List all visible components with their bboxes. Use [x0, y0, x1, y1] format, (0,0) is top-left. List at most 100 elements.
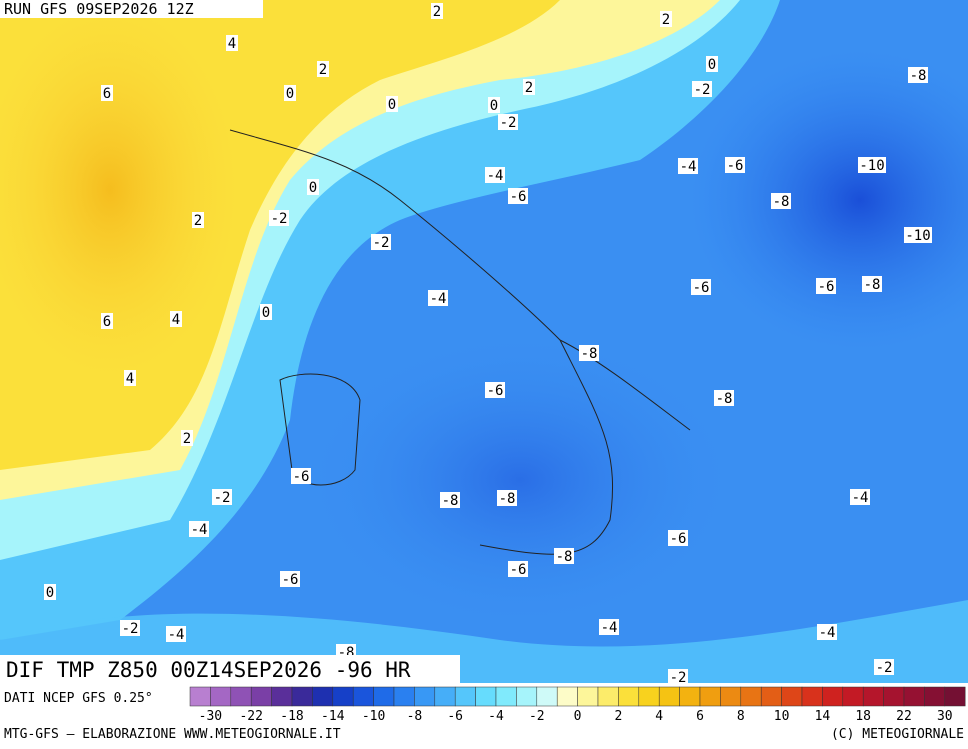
contour-label: -10	[905, 228, 930, 244]
contour-label-box	[485, 382, 505, 398]
contour-label: 0	[490, 98, 498, 114]
colorbar-swatch	[454, 686, 476, 707]
field-label: DIF TMP Z850 00Z14SEP2026 -96 HR	[6, 658, 411, 682]
colorbar-swatch	[801, 686, 823, 707]
colorbar-swatch	[903, 686, 925, 707]
colorbar-swatch	[250, 686, 272, 707]
contour-label: -2	[122, 621, 139, 637]
contour-label: -6	[293, 469, 310, 485]
colorbar-tick-label: 6	[696, 709, 704, 724]
contour-label: 0	[286, 86, 294, 102]
colorbar-swatch	[332, 686, 354, 707]
contour-label-box	[554, 548, 574, 564]
colorbar-swatch	[393, 686, 415, 707]
contour-label: 2	[194, 213, 202, 229]
colorbar-swatch	[944, 686, 966, 707]
colorbar-swatch	[352, 686, 374, 707]
contour-label-box	[908, 67, 928, 83]
colorbar-swatch	[679, 686, 701, 707]
contour-label-box	[226, 35, 238, 51]
run-label: RUN GFS 09SEP2026 12Z	[4, 0, 194, 18]
contour-label: -6	[727, 158, 744, 174]
contour-label: -8	[910, 68, 927, 84]
colorbar-tick-label: 4	[655, 709, 663, 724]
contour-label-box	[498, 114, 518, 130]
contour-label-box	[816, 278, 836, 294]
contour-label-box	[386, 96, 398, 112]
contour-label: -8	[773, 194, 790, 210]
colorbar-tick-label: -2	[529, 709, 545, 724]
contour-label: 4	[126, 371, 134, 387]
contour-label: -4	[168, 627, 185, 643]
contour-label-box	[120, 620, 140, 636]
contour-label: 0	[309, 180, 317, 196]
colorbar-tick-label: 10	[774, 709, 790, 724]
contour-label: -8	[499, 491, 516, 507]
colorbar-swatch	[699, 686, 721, 707]
colorbar-swatch	[536, 686, 558, 707]
contour-label-box	[771, 193, 791, 209]
contour-label-box	[260, 304, 272, 320]
colorbar-swatch	[230, 686, 252, 707]
contour-label: -6	[282, 572, 299, 588]
contour-label-box	[307, 179, 319, 195]
contour-label: -8	[556, 549, 573, 565]
contour-label: -6	[670, 531, 687, 547]
colorbar-tick-label: -22	[239, 709, 262, 724]
colorbar-swatch	[740, 686, 762, 707]
contour-label: 0	[708, 57, 716, 73]
contour-label-box	[189, 521, 209, 537]
contour-label-box	[508, 561, 528, 577]
copyright-label: (C) METEOGIORNALE	[831, 727, 964, 742]
contour-label-box	[599, 619, 619, 635]
contour-label-box	[101, 85, 113, 101]
colorbar-swatch	[210, 686, 232, 707]
contour-label-box	[291, 468, 311, 484]
colorbar-swatch	[475, 686, 497, 707]
contour-label-box	[850, 489, 870, 505]
contour-label-box	[904, 227, 932, 243]
colorbar-tick-label: 22	[896, 709, 912, 724]
contour-label-box	[817, 624, 837, 640]
colorbar-tick-label: -30	[199, 709, 222, 724]
contour-label: 0	[262, 305, 270, 321]
colorbar-swatch	[822, 686, 844, 707]
contour-label-box	[508, 188, 528, 204]
contour-label: -4	[430, 291, 447, 307]
colorbar-swatch	[434, 686, 456, 707]
colorbar-tick-label: -10	[362, 709, 385, 724]
colorbar-swatch	[373, 686, 395, 707]
contour-label-box	[440, 492, 460, 508]
contour-label: -4	[601, 620, 618, 636]
contour-label: -4	[191, 522, 208, 538]
colorbar-swatch	[414, 686, 436, 707]
contour-label: 6	[103, 86, 111, 102]
contour-label: -2	[670, 670, 687, 686]
colorbar-swatch	[760, 686, 782, 707]
contour-label: -6	[693, 280, 710, 296]
contour-label-box	[280, 571, 300, 587]
contour-label-box	[692, 81, 712, 97]
colorbar-swatch	[189, 686, 211, 707]
contour-label-box	[428, 290, 448, 306]
contour-label-box	[485, 167, 505, 183]
contour-label: -2	[373, 235, 390, 251]
contour-label-box	[874, 659, 894, 675]
map-background	[0, 0, 968, 683]
contour-label: 4	[228, 36, 236, 52]
contour-label-box	[124, 370, 136, 386]
credit-label: MTG-GFS — ELABORAZIONE WWW.METEOGIORNALE…	[4, 727, 341, 742]
contour-label: -4	[680, 159, 697, 175]
colorbar-tick-label: -6	[447, 709, 463, 724]
contour-label-box	[101, 313, 113, 329]
colorbar-swatch	[658, 686, 680, 707]
contour-label: -2	[214, 490, 231, 506]
contour-label-box	[668, 669, 688, 685]
colorbar-swatch	[720, 686, 742, 707]
contour-label-box	[706, 56, 718, 72]
colorbar-swatch	[577, 686, 599, 707]
colorbar-swatch	[883, 686, 905, 707]
contour-label: 0	[388, 97, 396, 113]
contour-label-box	[660, 11, 672, 27]
contour-label: 2	[433, 4, 441, 20]
